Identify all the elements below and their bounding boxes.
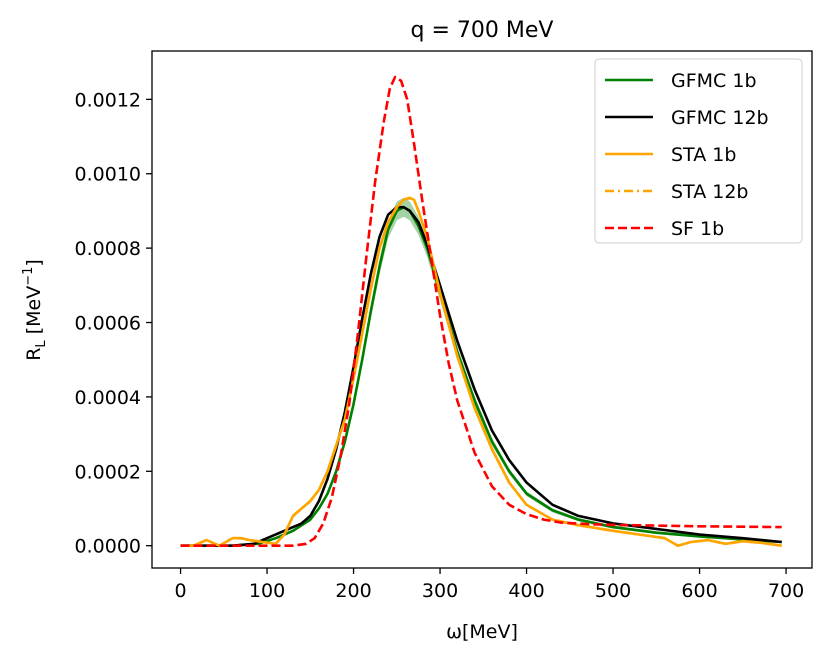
y-tick-label: 0.0012 (75, 89, 141, 111)
x-tick-label: 300 (422, 580, 458, 602)
x-tick-label: 700 (768, 580, 804, 602)
plot-frame (151, 50, 813, 569)
series-lines (180, 75, 782, 548)
y-tick-label: 0.0010 (75, 164, 141, 186)
y-tick-label: 0.0002 (75, 461, 141, 483)
y-tick-label: 0.0004 (75, 387, 141, 409)
x-tick-label: 0 (174, 580, 186, 602)
svg-text:RL [MeV−1]: RL [MeV−1] (21, 259, 49, 361)
legend-frame (594, 58, 803, 244)
x-tick-label: 600 (681, 580, 717, 602)
x-tick-label: 500 (595, 580, 631, 602)
x-axis: 0 100 200 300 400 500 600 700 (174, 568, 804, 602)
sf-1b-line (180, 75, 782, 548)
legend-label-sf-1b: SF 1b (671, 218, 724, 240)
sta-1b-line (180, 196, 782, 548)
x-tick-label: 100 (249, 580, 285, 602)
x-axis-label: ω[MeV] (446, 621, 518, 643)
gfmc-1b-line (180, 205, 782, 548)
uncertainty-bands (180, 197, 782, 547)
legend-label-sta-12b: STA 12b (671, 181, 748, 203)
legend-label-gfmc-1b: GFMC 1b (671, 70, 757, 92)
legend-label-gfmc-12b: GFMC 12b (671, 107, 769, 129)
y-tick-label: 0.0006 (75, 313, 141, 335)
y-axis-label: RL [MeV−1] (21, 259, 49, 361)
y-axis: 0.0000 0.0002 0.0004 0.0006 0.0008 0.0010 0.00… (75, 89, 152, 558)
chart-title: q = 700 MeV (411, 18, 554, 43)
legend: GFMC 1b GFMC 12b STA 1b STA 12b SF 1b (594, 58, 803, 244)
y-tick-label: 0.0008 (75, 238, 141, 260)
x-tick-label: 200 (335, 580, 371, 602)
gfmc-1b-band (180, 197, 782, 547)
legend-label-sta-1b: STA 1b (671, 144, 736, 166)
sta-12b-line (180, 196, 782, 548)
gfmc-12b-line (180, 205, 782, 548)
x-tick-label: 400 (508, 580, 544, 602)
y-tick-label: 0.0000 (75, 536, 141, 558)
